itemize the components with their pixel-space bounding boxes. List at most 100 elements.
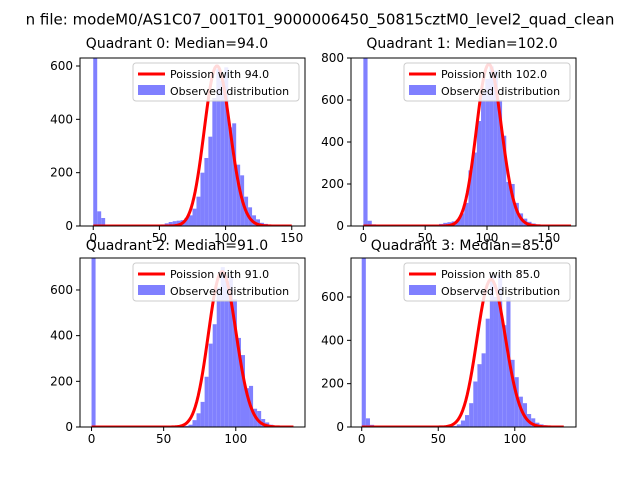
subplot-title: Quadrant 3: Median=85.0 xyxy=(371,238,553,254)
legend-label-poisson: Poission with 102.0 xyxy=(441,68,547,81)
histogram-bar xyxy=(493,297,499,427)
histogram-bar xyxy=(493,70,498,226)
x-tick-label: 150 xyxy=(537,231,560,245)
x-tick-label: 100 xyxy=(224,432,247,446)
histogram-bar xyxy=(176,220,181,226)
legend: Poission with 91.0 Observed distribution xyxy=(132,262,300,302)
legend-patch-swatch xyxy=(138,285,165,295)
histogram-bar xyxy=(485,318,490,427)
histogram-bar xyxy=(212,98,217,226)
histogram-bar xyxy=(240,355,245,427)
subplot-quadrant-2: 0 50 100 0 200 400 600 Poission with 91.0 Observ… xyxy=(50,238,306,446)
plot-area xyxy=(361,258,565,427)
legend-label-observed: Observed distribution xyxy=(441,85,560,98)
y-tick-label: 200 xyxy=(321,377,344,391)
axes-frame xyxy=(79,57,306,227)
histogram-bar xyxy=(196,413,201,427)
x-tick-label: 0 xyxy=(358,432,366,446)
histogram-bar xyxy=(245,388,250,427)
x-tick-label: 0 xyxy=(360,231,368,245)
histogram-bar xyxy=(477,364,482,427)
legend-label-poisson: Poission with 91.0 xyxy=(170,268,269,281)
poisson-curve xyxy=(93,64,292,226)
x-tick-label: 50 xyxy=(156,432,171,446)
histogram-bar xyxy=(489,275,494,427)
x-tick-label: 0 xyxy=(88,432,96,446)
histogram-bar xyxy=(172,221,177,226)
histogram-bar xyxy=(236,164,241,226)
histogram-bar xyxy=(464,202,469,226)
y-tick-label: 600 xyxy=(321,93,344,107)
histogram-bar xyxy=(489,66,494,226)
histogram-bar xyxy=(514,202,519,226)
histogram-bar xyxy=(514,377,519,427)
histogram-bar xyxy=(228,276,233,427)
histogram-bar xyxy=(232,299,237,427)
legend-box xyxy=(403,62,571,102)
x-tick-label: 0 xyxy=(89,231,97,245)
histogram-bar xyxy=(196,196,201,226)
histogram-bar xyxy=(97,211,102,226)
figure-suptitle: n file: modeM0/AS1C07_001T01_9000006450_… xyxy=(26,11,615,30)
plot-area xyxy=(93,58,292,226)
subplot-quadrant-1: 0 50 100 150 0 200 400 600 800 Poission with 102.… xyxy=(321,36,577,245)
poisson-curve xyxy=(91,270,294,427)
subplot-quadrant-3: 0 50 100 0 200 400 600 Poission with 85.0 Observ… xyxy=(321,238,577,446)
histogram-bar xyxy=(236,337,241,427)
histogram-bar xyxy=(367,220,372,226)
legend-box xyxy=(132,62,300,102)
y-tick-label: 600 xyxy=(50,283,73,297)
histogram-bar xyxy=(208,136,213,226)
histogram-bar xyxy=(188,215,193,226)
y-tick-label: 0 xyxy=(336,420,344,434)
y-tick-label: 0 xyxy=(336,219,344,233)
histogram-bar xyxy=(101,218,106,226)
histogram-bar xyxy=(204,158,209,226)
histogram-bar xyxy=(224,67,229,226)
legend-label-observed: Observed distribution xyxy=(170,285,289,298)
histogram-bar xyxy=(216,68,221,226)
legend-box xyxy=(403,262,571,302)
histogram-bar xyxy=(455,219,461,226)
y-tick-label: 200 xyxy=(50,166,73,180)
subplot-title: Quadrant 1: Median=102.0 xyxy=(366,36,557,52)
y-tick-label: 200 xyxy=(321,177,344,191)
histogram-bar xyxy=(502,325,507,427)
histogram-bar xyxy=(257,411,262,427)
histogram-bar xyxy=(469,403,474,427)
x-tick-label: 150 xyxy=(280,231,303,245)
histogram-bar xyxy=(184,218,189,226)
legend-patch-swatch xyxy=(409,85,436,95)
histogram-bar xyxy=(497,100,503,226)
histogram-bar xyxy=(510,359,515,427)
histogram-bar xyxy=(220,80,225,226)
legend-label-poisson: Poission with 85.0 xyxy=(441,268,540,281)
legend-box xyxy=(132,262,300,302)
legend-label-observed: Observed distribution xyxy=(170,85,289,98)
histogram-bar xyxy=(498,275,503,427)
histogram-bar xyxy=(184,425,189,427)
histogram-bar xyxy=(456,424,461,427)
histogram-bar xyxy=(460,420,466,427)
x-tick-label: 100 xyxy=(476,231,499,245)
y-tick-label: 600 xyxy=(50,59,73,73)
legend-label-poisson: Poission with 94.0 xyxy=(170,68,269,81)
y-tick-label: 400 xyxy=(321,333,344,347)
histogram-bar xyxy=(93,58,98,226)
histogram-bar xyxy=(510,184,515,226)
histogram-bar xyxy=(232,123,237,226)
legend: Poission with 94.0 Observed distribution xyxy=(132,62,300,102)
histogram-bar xyxy=(365,418,370,427)
histogram-bar xyxy=(361,258,366,427)
histogram-bar xyxy=(531,418,536,427)
histogram-bar xyxy=(502,135,507,226)
y-tick-label: 400 xyxy=(50,329,73,343)
histogram-bar xyxy=(468,170,473,226)
histogram-bar xyxy=(224,280,229,427)
subplot-title: Quadrant 2: Median=91.0 xyxy=(86,238,268,254)
histogram-bar xyxy=(220,267,225,427)
subplot-quadrant-0: 0 50 100 150 0 200 400 600 Poission with 94.0 Obs… xyxy=(50,36,306,245)
legend-label-observed: Observed distribution xyxy=(441,285,560,298)
plot-area xyxy=(91,258,294,427)
